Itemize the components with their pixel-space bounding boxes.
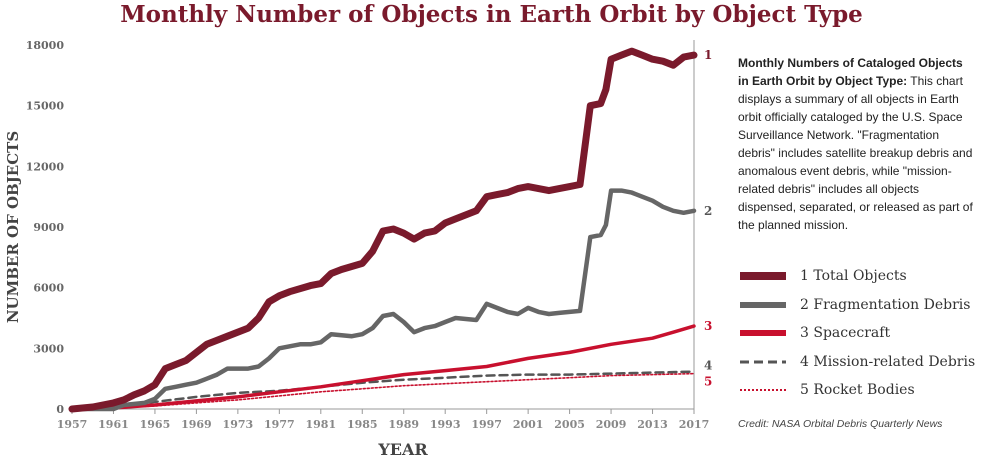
legend-item-total: 1 Total Objects <box>738 262 978 291</box>
x-tick-label: 2001 <box>513 418 544 431</box>
series-end-label-1: 1 <box>704 48 712 62</box>
series-line-2 <box>69 188 697 412</box>
x-tick-label: 1993 <box>430 418 461 431</box>
x-tick-label: 2009 <box>596 418 627 431</box>
legend-item-rocket: 5 Rocket Bodies <box>738 376 978 405</box>
x-tick-label: 1957 <box>57 418 88 431</box>
x-tick-label: 1989 <box>388 418 419 431</box>
x-tick-label: 1973 <box>223 418 254 431</box>
series-lines <box>68 47 698 413</box>
y-tick-label: 3000 <box>33 342 64 355</box>
y-tick-label: 6000 <box>33 282 64 295</box>
description-heading: Monthly Numbers of Cataloged Objects in … <box>738 56 963 88</box>
axis-text: 1957 1961 1965 1969 1973 1977 1981 1985 1989 1993… <box>4 39 712 458</box>
x-tick-label: 2017 <box>679 418 710 431</box>
series-end-label-2: 2 <box>704 204 712 218</box>
legend-label-spacecraft: 3 Spacecraft <box>800 325 891 342</box>
y-tick-label: 18000 <box>26 39 65 52</box>
legend-swatch-spacecraft <box>740 330 786 337</box>
legend-label-rocket: 5 Rocket Bodies <box>800 382 915 399</box>
x-tick-label: 2013 <box>637 418 668 431</box>
legend-item-spacecraft: 3 Spacecraft <box>738 319 978 348</box>
legend-swatch-mission <box>740 360 786 364</box>
series-line-1 <box>68 47 698 413</box>
series-end-label-4: 4 <box>704 359 712 373</box>
credit-text: Credit: NASA Orbital Debris Quarterly Ne… <box>738 418 943 430</box>
legend-label-total: 1 Total Objects <box>800 268 907 285</box>
legend-swatch-fragmentation <box>740 301 786 308</box>
chart-title: Monthly Number of Objects in Earth Orbit… <box>120 1 863 28</box>
x-tick-label: 1997 <box>471 418 502 431</box>
y-tick-label: 0 <box>56 403 64 416</box>
series-end-label-3: 3 <box>704 319 712 333</box>
x-tick-label: 1965 <box>140 418 171 431</box>
x-tick-label: 1969 <box>181 418 212 431</box>
legend-swatch-total <box>740 272 786 281</box>
x-axis-title: YEAR <box>377 440 428 458</box>
legend-swatch-rocket <box>740 389 786 392</box>
legend-item-fragmentation: 2 Fragmentation Debris <box>738 291 978 320</box>
y-tick-label: 12000 <box>26 160 65 173</box>
y-tick-label: 9000 <box>33 221 64 234</box>
series-line-4 <box>70 370 696 411</box>
legend-label-fragmentation: 2 Fragmentation Debris <box>800 296 971 313</box>
x-tick-label: 2005 <box>554 418 585 431</box>
chart-description: Monthly Numbers of Cataloged Objects in … <box>738 54 974 234</box>
legend-item-mission: 4 Mission-related Debris <box>738 348 978 377</box>
x-tick-label: 1981 <box>305 418 336 431</box>
y-tick-label: 15000 <box>26 100 65 113</box>
x-tick-label: 1985 <box>347 418 378 431</box>
description-body: This chart displays a summary of all obj… <box>738 74 973 232</box>
series-end-label-5: 5 <box>704 375 712 389</box>
x-tick-label: 1977 <box>264 418 295 431</box>
y-axis-title: NUMBER OF OBJECTS <box>4 131 22 323</box>
x-tick-label: 1961 <box>98 418 129 431</box>
legend-label-mission: 4 Mission-related Debris <box>800 353 976 370</box>
legend: 1 Total Objects 2 Fragmentation Debris 3… <box>738 262 978 405</box>
series-line-3 <box>70 324 696 411</box>
